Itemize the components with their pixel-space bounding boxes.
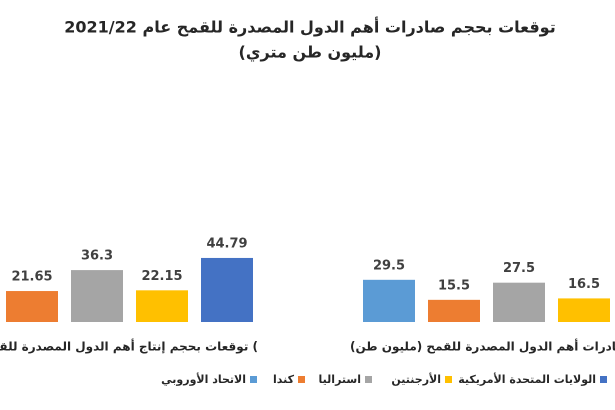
bar [136, 290, 188, 322]
bar [6, 291, 58, 322]
legend-swatch [445, 376, 452, 383]
legend-swatch [298, 376, 305, 383]
legend-label: كندا [273, 373, 295, 386]
value-label: 22.15 [141, 269, 182, 284]
chart-title: توقعات بحجم صادرات أهم الدول المصدرة للق… [64, 17, 555, 37]
bar [493, 282, 545, 322]
legend-label: استراليا [319, 373, 361, 386]
category-label: صادرات أهم الدول المصدرة للقمح (مليون طن… [350, 339, 615, 355]
legend-swatch [600, 376, 607, 383]
bar [428, 299, 480, 322]
value-label: 29.5 [373, 258, 405, 273]
legend-swatch [250, 376, 257, 383]
value-label: 44.79 [206, 236, 247, 251]
value-label: 15.5 [438, 278, 470, 293]
legend-label: الأرجنتين [391, 372, 441, 386]
bar [363, 279, 415, 322]
legend-swatch [365, 376, 372, 383]
legend-label: الولايات المتحدة الأمريكية [458, 372, 596, 386]
category-label: توقعات بحجم إنتاج أهم الدول المصدرة للقم… [0, 339, 258, 355]
value-label: 16.5 [568, 277, 600, 292]
value-label: 21.65 [11, 270, 52, 285]
value-label: 27.5 [503, 261, 535, 276]
bar [558, 298, 610, 322]
chart-subtitle: (مليون طن متري) [239, 43, 382, 63]
bar [71, 270, 123, 322]
value-label: 36.3 [81, 249, 113, 264]
legend-label: الاتحاد الأوروبي [161, 372, 246, 386]
bar [201, 257, 253, 322]
